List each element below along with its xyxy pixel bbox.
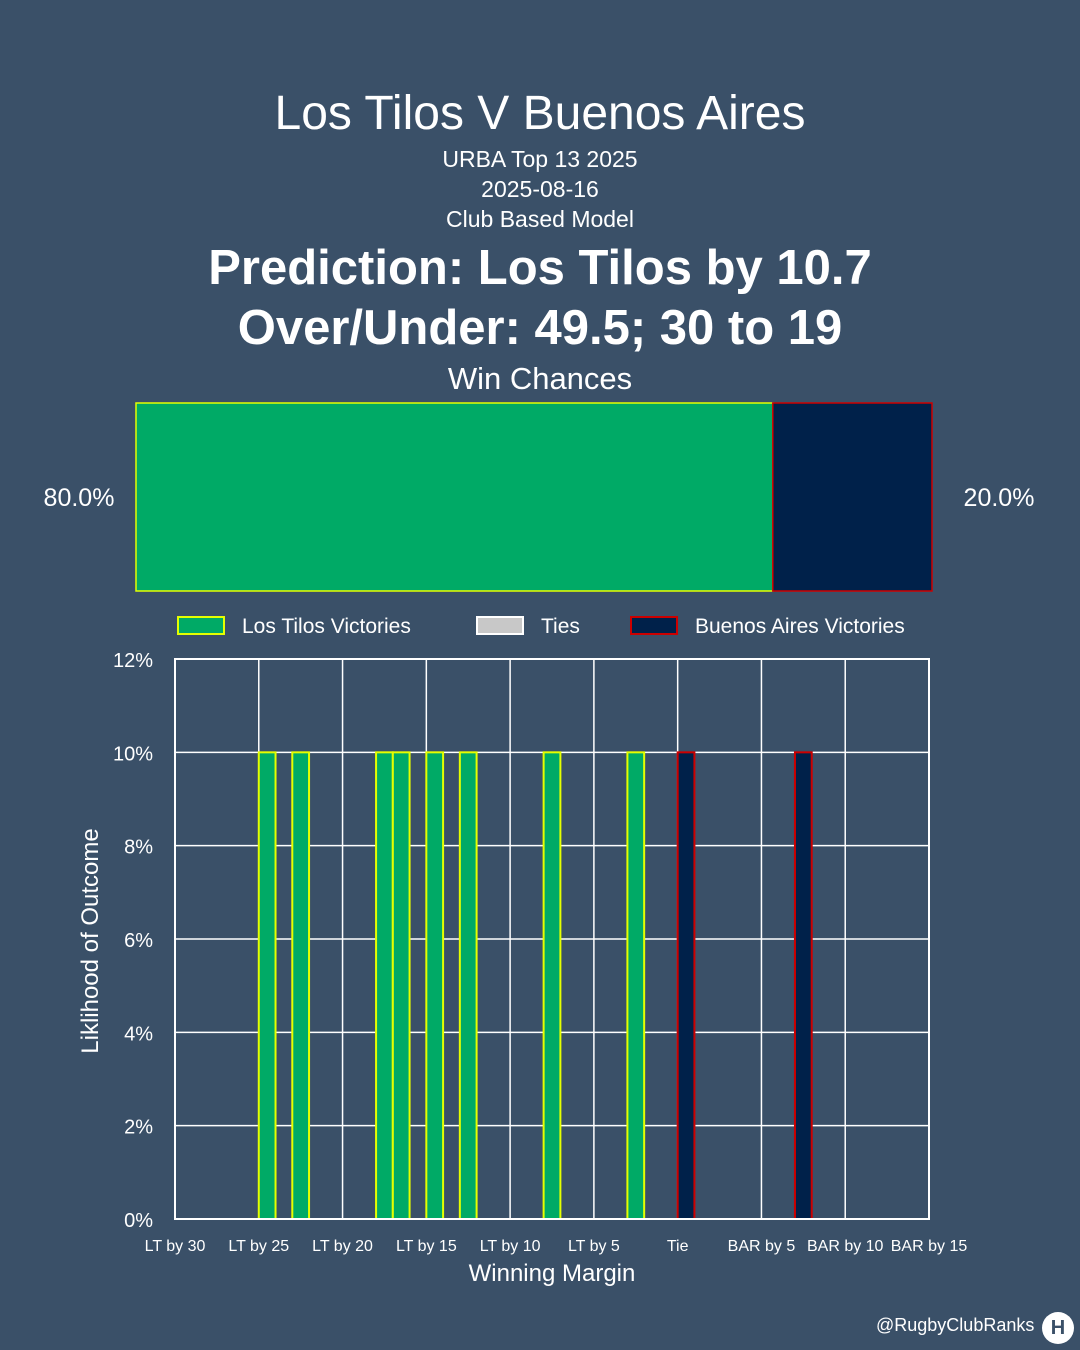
x-tick-label: LT by 10 bbox=[480, 1238, 541, 1255]
win-bar-away bbox=[772, 402, 933, 592]
club-ranks-logo-icon: H bbox=[1042, 1312, 1074, 1344]
bar-los-tilos-victories bbox=[458, 751, 478, 1220]
x-tick-label: Tie bbox=[667, 1238, 689, 1255]
y-tick-label: 2% bbox=[124, 1117, 153, 1139]
chart-title: Los Tilos V Buenos Aires bbox=[274, 87, 806, 140]
y-tick-label: 8% bbox=[124, 837, 153, 859]
prediction-text: Prediction: Los Tilos by 10.7 bbox=[208, 241, 872, 295]
bar-los-tilos-victories bbox=[391, 751, 411, 1220]
over-under-text: Over/Under: 49.5; 30 to 19 bbox=[237, 301, 843, 355]
y-tick-label: 10% bbox=[113, 743, 153, 765]
watermark-handle: @RugbyClubRanks bbox=[876, 1315, 1035, 1335]
win-chances-bar: 80.0% 20.0% bbox=[44, 402, 1035, 592]
bar-los-tilos-victories bbox=[542, 751, 562, 1220]
y-tick-labels: 0% 2% 4% 6% 8% 10% 12% bbox=[113, 650, 153, 1232]
x-tick-label: LT by 15 bbox=[396, 1238, 457, 1255]
y-tick-label: 4% bbox=[124, 1023, 153, 1045]
legend-swatch-away bbox=[630, 616, 678, 635]
bar-buenos-aires-victories bbox=[793, 751, 813, 1220]
legend-label-away: Buenos Aires Victories bbox=[695, 615, 905, 638]
legend-swatch-home bbox=[177, 616, 225, 635]
bar-los-tilos-victories bbox=[291, 751, 311, 1220]
win-label-away: 20.0% bbox=[964, 484, 1035, 512]
win-label-home: 80.0% bbox=[44, 484, 115, 512]
legend: Los Tilos Victories Ties Buenos Aires Vi… bbox=[177, 615, 905, 638]
x-tick-label: BAR by 15 bbox=[891, 1238, 968, 1255]
legend-swatch-ties bbox=[476, 616, 524, 635]
x-axis-label: Winning Margin bbox=[469, 1260, 636, 1287]
win-chances-title: Win Chances bbox=[447, 361, 633, 396]
bar-los-tilos-victories bbox=[425, 751, 445, 1220]
legend-label-home: Los Tilos Victories bbox=[242, 615, 411, 638]
bar-los-tilos-victories bbox=[626, 751, 646, 1220]
x-tick-label: BAR by 10 bbox=[807, 1238, 884, 1255]
legend-label-ties: Ties bbox=[541, 615, 580, 638]
x-tick-label: LT by 30 bbox=[145, 1238, 206, 1255]
bar-los-tilos-victories bbox=[257, 751, 277, 1220]
bar-los-tilos-victories bbox=[375, 751, 394, 1220]
model-name: Club Based Model bbox=[446, 206, 634, 232]
competition-name: URBA Top 13 2025 bbox=[442, 146, 638, 172]
y-tick-label: 12% bbox=[113, 650, 153, 672]
y-tick-label: 6% bbox=[124, 930, 153, 952]
x-tick-label: LT by 20 bbox=[312, 1238, 373, 1255]
x-tick-label: LT by 25 bbox=[228, 1238, 289, 1255]
match-date: 2025-08-16 bbox=[481, 176, 599, 202]
plot-frame bbox=[174, 658, 930, 1220]
y-tick-label: 0% bbox=[124, 1210, 153, 1232]
bar-buenos-aires-victories bbox=[676, 751, 696, 1220]
x-tick-label: LT by 5 bbox=[568, 1238, 620, 1255]
win-bar-home bbox=[135, 402, 774, 592]
x-tick-label: BAR by 5 bbox=[728, 1238, 796, 1255]
x-tick-labels: LT by 30 LT by 25 LT by 20 LT by 15 LT by 10… bbox=[145, 1238, 968, 1255]
y-axis-label: Liklihood of Outcome bbox=[77, 828, 104, 1053]
bars bbox=[257, 751, 813, 1220]
